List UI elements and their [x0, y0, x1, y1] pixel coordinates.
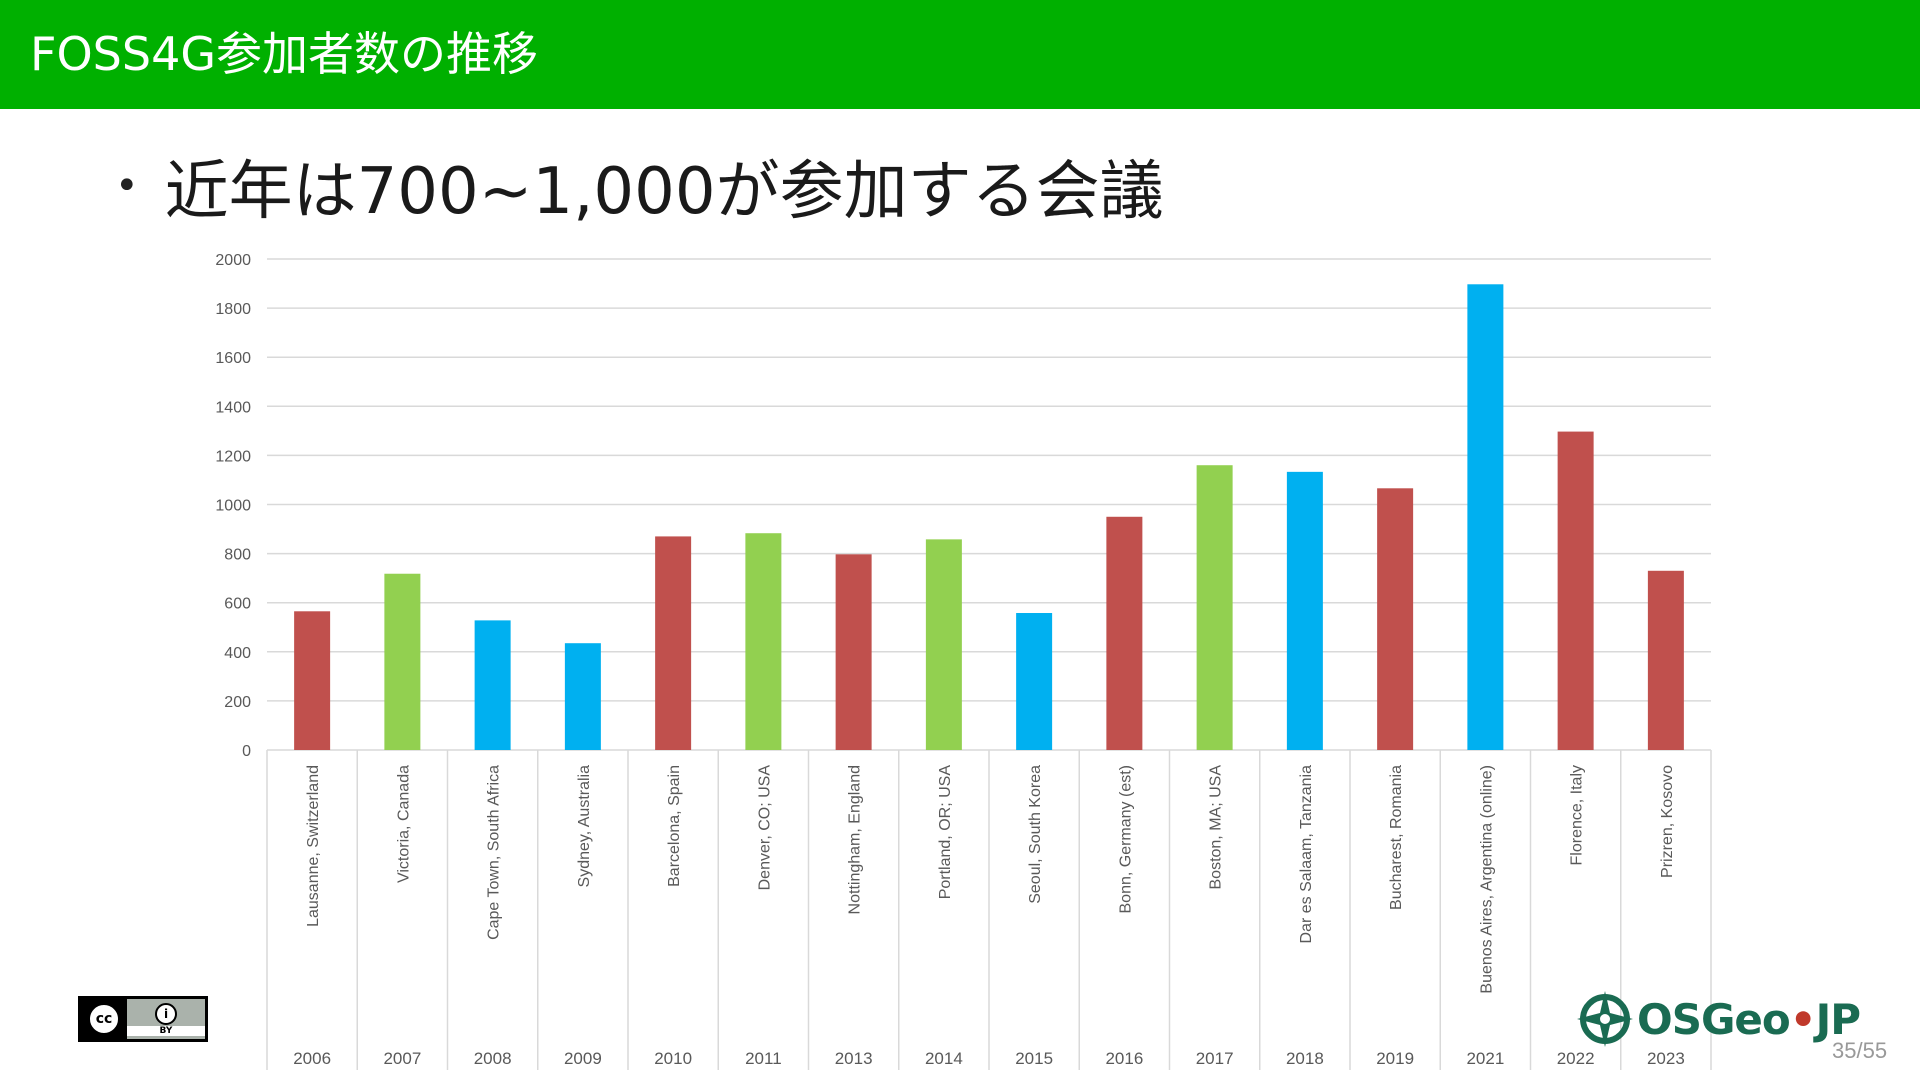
- bar: [1467, 284, 1504, 750]
- location-label: Seoul, South Korea: [1027, 765, 1044, 904]
- year-label: 2014: [925, 1049, 963, 1068]
- location-label: Portland, OR; USA: [937, 765, 954, 900]
- location-label: Lausanne, Switzerland: [305, 765, 322, 927]
- bar: [1106, 516, 1143, 750]
- year-label: 2013: [835, 1049, 873, 1068]
- slide-header: FOSS4G参加者数の推移: [0, 0, 1920, 109]
- bar: [294, 611, 331, 750]
- location-label: Prizren, Kosovo: [1659, 765, 1676, 878]
- y-tick-label: 1800: [215, 301, 251, 318]
- y-tick-label: 200: [224, 694, 251, 711]
- year-label: 2018: [1286, 1049, 1324, 1068]
- y-tick-label: 2000: [215, 252, 251, 269]
- year-label: 2006: [293, 1049, 331, 1068]
- location-label: Dar es Salaam, Tanzania: [1298, 765, 1315, 944]
- year-label: 2023: [1647, 1049, 1685, 1068]
- y-axis-ticks: 0 200 400 600 800 1000 1200 1400 1600 1800 2000: [215, 252, 251, 760]
- y-tick-label: 1400: [215, 399, 251, 416]
- bars: [294, 284, 1684, 750]
- person-icon: i: [155, 1002, 177, 1025]
- year-label: 2017: [1196, 1049, 1234, 1068]
- bullet-icon: •: [115, 163, 139, 209]
- bar: [1016, 613, 1053, 750]
- y-tick-label: 600: [224, 596, 251, 613]
- location-label: Buenos Aires, Argentina (online): [1478, 765, 1495, 994]
- year-label: 2015: [1015, 1049, 1053, 1068]
- y-tick-label: 1000: [215, 498, 251, 515]
- location-label: Sydney, Australia: [576, 765, 593, 888]
- bar: [564, 643, 601, 750]
- category-table: [266, 750, 1712, 1070]
- location-label: Bonn, Germany (est): [1117, 765, 1134, 914]
- y-tick-label: 1200: [215, 448, 251, 465]
- year-label: 2011: [745, 1049, 782, 1068]
- location-label: Cape Town, South Africa: [486, 765, 503, 940]
- year-label: 2009: [564, 1049, 602, 1068]
- location-label: Barcelona, Spain: [666, 765, 683, 887]
- location-label: Bucharest, Romania: [1388, 765, 1405, 910]
- bar: [1377, 488, 1414, 750]
- year-label: 2021: [1466, 1049, 1504, 1068]
- slide-title: FOSS4G参加者数の推移: [30, 27, 538, 81]
- year-label: 2010: [654, 1049, 692, 1068]
- bullet-item: • 近年は700~1,000が参加する会議: [115, 146, 1164, 229]
- bar: [835, 554, 872, 750]
- location-label: Florence, Italy: [1569, 765, 1586, 865]
- cc-by-license-badge: cc i BY: [78, 996, 208, 1042]
- year-label: 2022: [1557, 1049, 1595, 1068]
- bar: [925, 539, 962, 750]
- osgeo-jp-logo: OSGeo•JP: [1573, 986, 1861, 1052]
- bar: [1286, 471, 1323, 750]
- location-label: Victoria, Canada: [395, 765, 412, 883]
- bar: [474, 620, 511, 750]
- bar: [1196, 465, 1233, 750]
- year-label: 2016: [1105, 1049, 1143, 1068]
- y-tick-label: 1600: [215, 350, 251, 367]
- bar: [1647, 570, 1684, 750]
- year-label: 2008: [474, 1049, 512, 1068]
- logo-text-jp: JP: [1815, 994, 1861, 1044]
- bar: [384, 573, 421, 750]
- compass-icon: [1577, 991, 1633, 1047]
- cc-icon: cc: [87, 1002, 121, 1036]
- year-label: 2019: [1376, 1049, 1414, 1068]
- bullet-text: 近年は700~1,000が参加する会議: [164, 155, 1164, 229]
- year-label: 2007: [383, 1049, 421, 1068]
- location-label: Denver, CO; USA: [756, 765, 773, 891]
- location-label: Boston, MA; USA: [1208, 765, 1225, 890]
- bar: [655, 536, 692, 750]
- y-tick-label: 0: [242, 743, 251, 760]
- bar: [1557, 431, 1594, 750]
- y-tick-label: 800: [224, 547, 251, 564]
- location-label: Nottingham, England: [847, 765, 864, 914]
- category-labels: Lausanne, Switzerland 2006 Victoria, Canad…: [293, 765, 1685, 1068]
- logo-text-osgeo: OSGeo: [1637, 994, 1791, 1044]
- by-label: BY: [127, 1025, 205, 1036]
- page-number: 35/55: [1832, 1038, 1888, 1063]
- bar: [745, 533, 782, 750]
- logo-dot: •: [1789, 994, 1817, 1044]
- y-tick-label: 400: [224, 645, 251, 662]
